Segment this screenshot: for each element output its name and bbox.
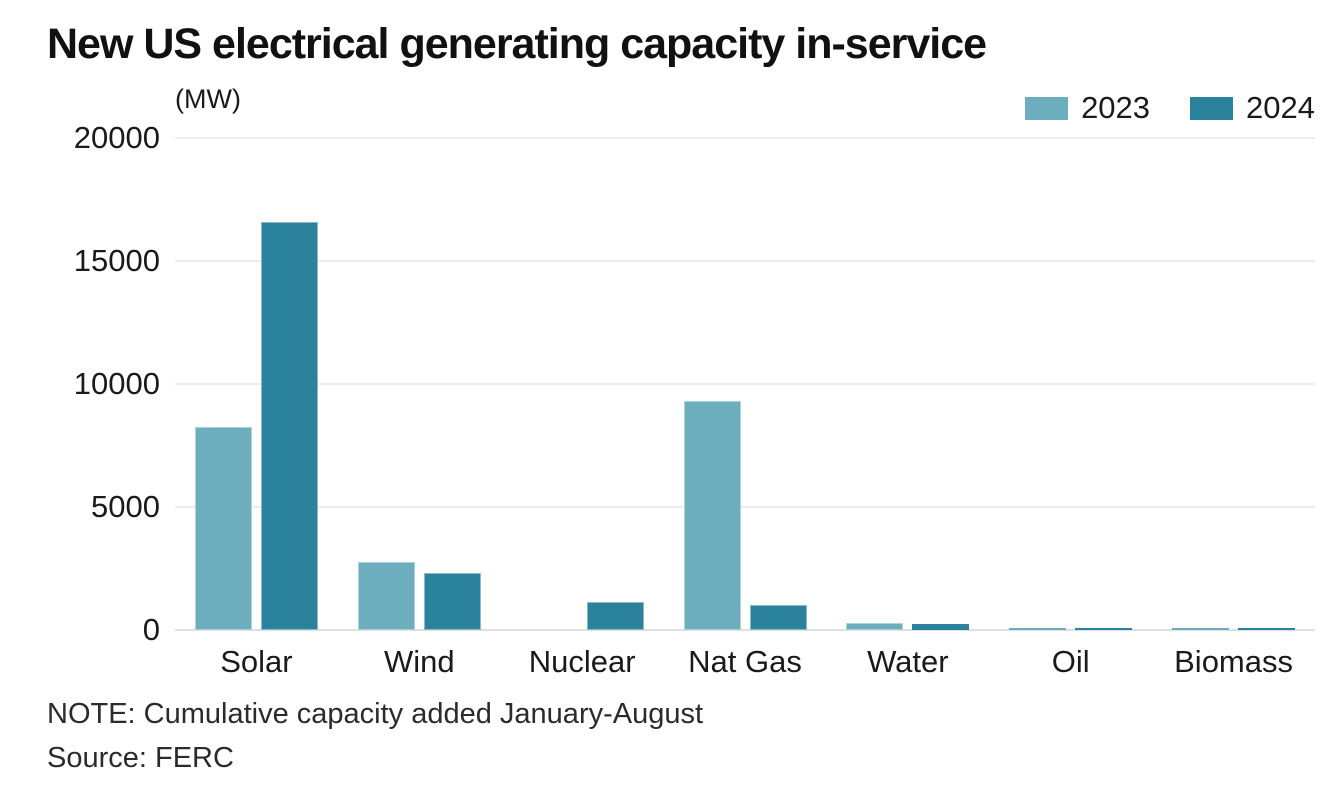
- bar-wind-2024: [423, 572, 481, 630]
- y-tick-label-5000: 5000: [91, 489, 160, 524]
- bar-water-2024: [912, 624, 970, 630]
- gridline-5000: [175, 506, 1315, 508]
- y-tick-label-15000: 15000: [73, 243, 160, 278]
- x-axis-label-solar: Solar: [220, 644, 293, 679]
- bar-biomass-2024: [1238, 628, 1296, 630]
- x-axis-label-oil: Oil: [1051, 644, 1090, 679]
- gridline-20000: [175, 137, 1315, 139]
- legend-label-2024: 2024: [1246, 90, 1315, 125]
- gridline-0: [175, 629, 1315, 631]
- legend-item-2023: 2023: [1025, 90, 1150, 126]
- legend-swatch-2023: [1025, 96, 1069, 120]
- legend-item-2024: 2024: [1190, 90, 1315, 126]
- x-axis-label-wind: Wind: [383, 644, 455, 679]
- y-axis-unit-label: (MW): [175, 84, 241, 114]
- bar-solar-2023: [194, 426, 252, 630]
- y-tick-label-20000: 20000: [73, 120, 160, 155]
- bar-wind-2023: [357, 561, 415, 630]
- x-axis-label-water: Water: [867, 644, 949, 679]
- bar-biomass-2023: [1172, 627, 1230, 630]
- bar-nat-gas-2024: [749, 605, 807, 630]
- legend: 2023 2024: [1025, 90, 1315, 126]
- chart-title: New US electrical generating capacity in…: [47, 20, 987, 68]
- y-tick-label-10000: 10000: [73, 366, 160, 401]
- legend-label-2023: 2023: [1081, 90, 1151, 125]
- gridline-15000: [175, 260, 1315, 262]
- bar-nuclear-2024: [586, 601, 644, 630]
- bar-nat-gas-2023: [683, 401, 741, 630]
- bar-solar-2024: [260, 222, 318, 630]
- bar-oil-2023: [1009, 628, 1067, 630]
- chart-note: NOTE: Cumulative capacity added January-…: [47, 698, 704, 730]
- x-axis-label-nuclear: Nuclear: [528, 644, 636, 679]
- x-axis-label-nat-gas: Nat Gas: [688, 644, 802, 679]
- bar-oil-2024: [1075, 628, 1133, 630]
- gridline-10000: [175, 383, 1315, 385]
- x-axis-label-biomass: Biomass: [1174, 644, 1293, 679]
- y-tick-label-0: 0: [142, 612, 160, 647]
- chart-source: Source: FERC: [47, 742, 234, 774]
- legend-swatch-2024: [1190, 96, 1234, 120]
- bar-water-2023: [846, 623, 904, 630]
